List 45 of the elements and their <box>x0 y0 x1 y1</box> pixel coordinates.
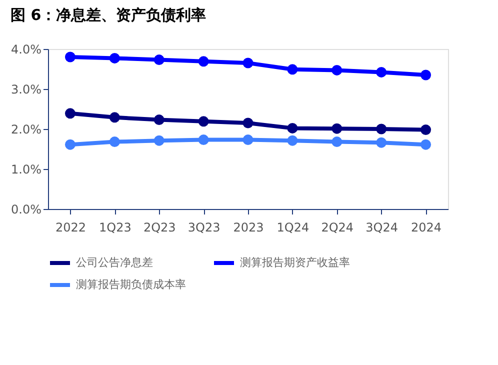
legend-label: 公司公告净息差 <box>76 256 153 269</box>
legend-label: 测算报告期资产收益率 <box>240 256 350 269</box>
x-tick-label: 1Q24 <box>276 220 310 234</box>
point <box>287 122 298 134</box>
point <box>154 114 164 126</box>
point <box>420 124 432 136</box>
point <box>109 112 120 123</box>
x-tick-label: 2023 <box>233 220 264 234</box>
point <box>64 108 76 119</box>
point <box>332 136 342 148</box>
point <box>420 139 432 150</box>
point <box>376 66 387 78</box>
point <box>154 54 164 66</box>
legend-label: 测算报告期负债成本率 <box>76 278 186 291</box>
point <box>198 134 209 146</box>
x-tick-label: 2024 <box>411 220 442 234</box>
point <box>64 52 76 62</box>
y-tick-label: 4.0% <box>11 42 42 56</box>
point <box>198 116 209 127</box>
point <box>287 64 298 75</box>
point <box>242 118 254 128</box>
x-tick-label: 2Q23 <box>143 220 176 234</box>
point <box>242 134 254 146</box>
point <box>109 136 120 148</box>
chart-title: 图 6：净息差、资产负债利率 <box>10 6 206 24</box>
y-tick-label: 3.0% <box>11 82 42 96</box>
y-tick-label: 2.0% <box>11 122 42 136</box>
point <box>376 137 387 148</box>
point <box>332 64 342 76</box>
x-tick-label: 1Q23 <box>98 220 132 234</box>
x-tick-label: 3Q24 <box>366 220 398 234</box>
y-tick-label: 0.0% <box>11 202 42 216</box>
x-tick-label: 3Q23 <box>188 220 220 234</box>
point <box>420 70 432 80</box>
point <box>109 52 120 64</box>
point <box>64 139 76 150</box>
point <box>198 56 209 67</box>
point <box>242 58 254 68</box>
point <box>154 135 164 146</box>
point <box>332 123 342 134</box>
x-tick-label: 2022 <box>55 220 86 234</box>
point <box>376 124 387 134</box>
y-tick-label: 1.0% <box>11 162 42 176</box>
point <box>287 135 298 146</box>
x-tick-label: 2Q24 <box>321 220 354 234</box>
